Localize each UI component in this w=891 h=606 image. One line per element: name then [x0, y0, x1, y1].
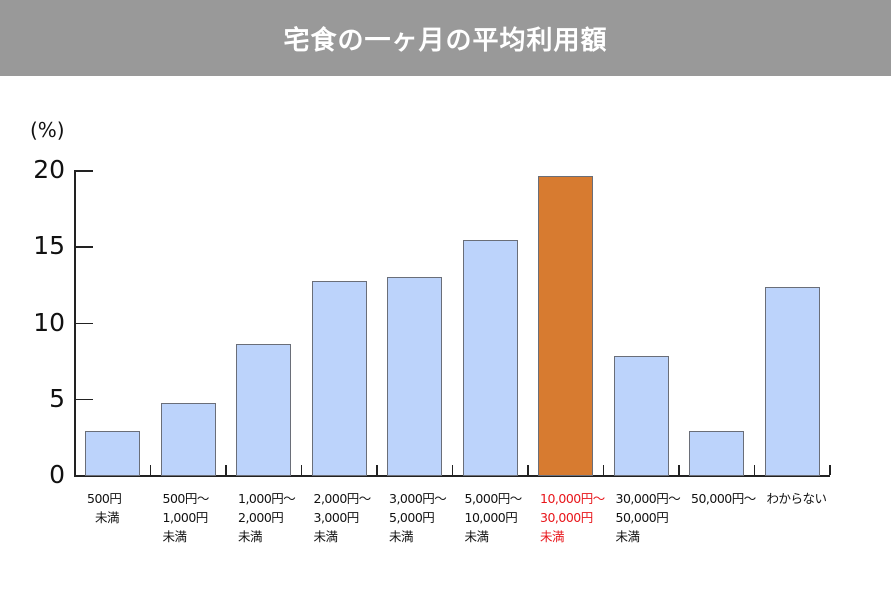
bar-6	[462, 240, 518, 476]
x-axis	[74, 475, 830, 477]
bar-3	[236, 343, 291, 476]
y-tick-label: 0	[49, 460, 65, 489]
x-tick-label: 3,000円～ 5,000円 未満	[389, 489, 447, 546]
x-tick-label-line: 5,000円～	[464, 491, 523, 506]
x-tick-label: わからない	[766, 489, 828, 508]
x-tick-label: 5,000円～ 10,000円 未満	[464, 489, 523, 546]
x-tick-label-line: 50,000円～	[691, 491, 756, 506]
x-tick	[829, 465, 831, 475]
y-tick-label: 15	[33, 231, 65, 261]
x-tick-label-line: 3,000円～	[389, 491, 447, 506]
chart-title: 宅食の一ヶ月の平均利用額	[0, 0, 891, 76]
x-tick-label-line: 5,000円	[389, 510, 435, 525]
y-axis-label: (%)	[30, 118, 65, 142]
x-tick-label: 500円未満	[87, 489, 122, 527]
bar-10	[764, 287, 820, 476]
x-tick-label-line: 未満	[540, 529, 565, 544]
bar-7	[538, 176, 593, 476]
x-tick	[149, 465, 151, 475]
x-tick	[678, 465, 680, 475]
x-tick	[300, 465, 302, 475]
y-tick-label: 5	[49, 383, 65, 413]
x-tick-label-line: 500円～	[162, 491, 210, 506]
x-tick	[753, 465, 755, 475]
x-tick-label-line: 未満	[95, 510, 120, 525]
x-tick	[376, 465, 378, 475]
bar-4	[311, 281, 367, 476]
x-tick-label-line: 2,000円～	[313, 491, 372, 506]
x-tick-label-line: 未満	[238, 529, 263, 544]
x-tick-label-line: 1,000円	[162, 510, 209, 525]
x-tick-label: 1,000円～ 2,000円 未満	[238, 489, 296, 546]
x-tick-label-line: わからない	[766, 491, 828, 506]
x-tick-label-line: 10,000円	[464, 510, 518, 525]
x-tick-label: 50,000円～	[691, 489, 756, 508]
y-tick	[74, 170, 93, 172]
x-tick-label-line: 2,000円	[238, 510, 284, 525]
y-tick-label: 20	[33, 155, 65, 184]
y-tick	[74, 246, 93, 248]
x-tick-label-line: 30,000円	[540, 510, 593, 525]
x-tick-label-line: 500円	[87, 491, 122, 506]
y-tick	[74, 322, 93, 324]
bar-8	[613, 356, 669, 476]
x-tick-label-line: 10,000円～	[540, 491, 605, 506]
bar-1	[85, 430, 140, 476]
x-tick	[527, 465, 529, 475]
x-tick-label-line: 未満	[313, 529, 339, 544]
x-tick-label-line: 30,000円～	[615, 491, 681, 506]
x-tick-label-line: 未満	[389, 529, 414, 544]
x-tick	[225, 465, 227, 475]
bar-9	[689, 430, 744, 476]
x-tick-label: 500円～ 1,000円 未満	[162, 489, 210, 546]
y-tick	[74, 398, 93, 401]
x-tick-label: 10,000円～ 30,000円 未満	[540, 489, 605, 546]
x-tick-label: 30,000円～ 50,000円 未満	[616, 489, 681, 546]
bar-5	[387, 276, 442, 476]
y-tick-label: 10	[33, 307, 65, 337]
x-tick-label-line: 3,000円	[313, 510, 360, 525]
x-tick-label-line: 未満	[464, 529, 490, 544]
x-tick	[602, 465, 604, 475]
x-tick-label: 2,000円～ 3,000円 未満	[313, 489, 372, 546]
bar-2	[160, 403, 216, 476]
x-tick-label-line: 未満	[162, 529, 188, 544]
x-tick-label-line: 未満	[615, 529, 641, 544]
x-tick-label-line: 1,000円～	[238, 491, 296, 506]
x-tick	[451, 465, 453, 475]
x-tick-label-line: 50,000円	[615, 510, 669, 525]
